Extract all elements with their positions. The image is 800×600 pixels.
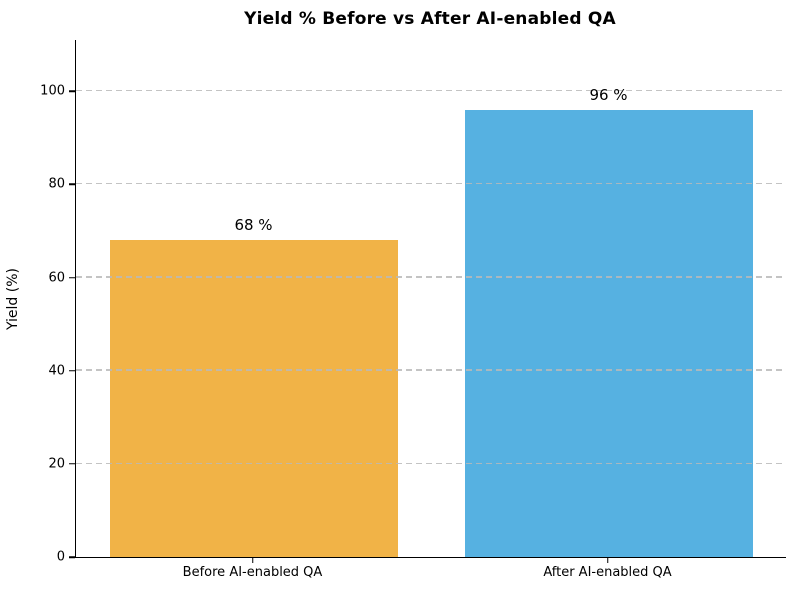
bar-after [465,109,753,557]
y-axis-label: Yield (%) [5,268,21,331]
x-tick-mark [606,558,609,563]
gridline-40 [76,369,786,371]
gridline-20 [76,462,786,464]
y-tick-label-40: 40 [48,363,65,379]
y-tick-mark-20 [69,463,75,465]
bar-before [110,240,398,557]
y-tick-label-100: 100 [40,83,65,99]
bar-value-label: 96 % [589,85,628,104]
gridline-80 [76,183,786,185]
y-tick-mark-40 [69,369,75,372]
chart-title: Yield % Before vs After AI-enabled QA [244,9,616,29]
y-tick-mark-0 [69,556,75,558]
y-tick-label-60: 60 [48,270,65,286]
y-tick-mark-80 [69,183,75,186]
x-tick-label: After AI-enabled QA [543,565,672,580]
y-tick-mark-60 [69,276,75,279]
bar-value-label: 68 % [234,216,273,235]
y-tick-label-0: 0 [56,549,65,565]
x-tick-mark [251,558,254,563]
plot-area: 68 % 96 % [75,40,786,558]
y-tick-label-80: 80 [48,176,65,192]
gridline-100 [76,89,786,92]
x-tick-label: Before AI-enabled QA [182,565,323,580]
gridline-60 [76,276,786,278]
y-tick-mark-100 [69,90,75,92]
y-tick-label-20: 20 [48,456,65,472]
